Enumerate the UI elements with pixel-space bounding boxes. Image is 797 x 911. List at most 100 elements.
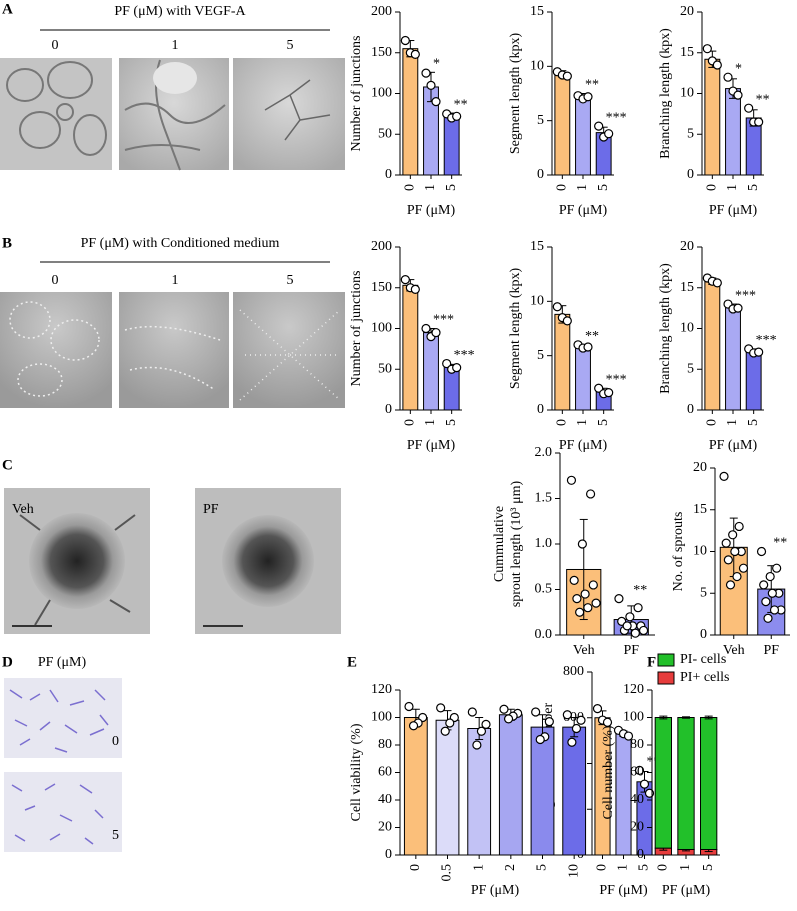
y-axis-label: Cummulative	[492, 506, 507, 582]
x-tick-label: 1	[725, 184, 740, 191]
y-axis-label: Cell number (%)	[601, 725, 616, 819]
significance: *	[735, 61, 742, 76]
y-tick-label: 10	[530, 59, 544, 74]
significance: ***	[756, 333, 777, 348]
significance: ***	[433, 313, 454, 328]
y-tick-label: 0	[385, 847, 392, 862]
image-label: 5	[287, 38, 294, 53]
data-point	[400, 35, 410, 46]
data-point	[756, 546, 767, 557]
y-tick-label: 150	[371, 280, 392, 295]
y-tick-label: 20	[378, 820, 392, 835]
data-point	[719, 471, 729, 481]
data-point	[604, 388, 614, 398]
panel-label: C	[2, 457, 13, 473]
data-point	[639, 779, 650, 789]
x-tick-label: 2	[503, 864, 518, 871]
legend-swatch	[657, 653, 675, 667]
y-tick-label: 5	[537, 348, 544, 363]
data-point	[730, 546, 740, 557]
panel-label: F	[647, 654, 656, 670]
data-point	[721, 538, 731, 548]
bar-segment	[700, 717, 718, 850]
data-point	[452, 111, 462, 121]
y-tick-label: 120	[623, 682, 644, 697]
micrograph	[0, 292, 345, 408]
significance: **	[633, 583, 647, 598]
x-tick-label: 1	[471, 864, 486, 871]
y-tick-label: 0	[637, 847, 644, 862]
x-tick-label: 1	[725, 419, 740, 426]
bar	[435, 719, 460, 856]
y-tick-label: 15	[693, 502, 707, 517]
data-point	[552, 302, 562, 312]
x-tick-label: 0	[656, 864, 671, 871]
data-point	[633, 603, 643, 613]
x-axis-label: PF (μM)	[407, 438, 456, 453]
image-label: 0	[52, 273, 59, 288]
data-point	[431, 327, 441, 338]
y-tick-label: 5	[687, 126, 694, 141]
x-axis-label: PF (μM)	[709, 438, 758, 453]
image-label: 1	[172, 273, 179, 288]
x-tick-label: Veh	[723, 643, 745, 658]
y-tick-label: 0	[537, 167, 544, 182]
data-point	[571, 723, 582, 734]
data-point	[426, 80, 436, 90]
y-tick-label: 1.5	[535, 491, 553, 506]
y-tick-label: 15	[680, 45, 694, 60]
data-point	[408, 721, 419, 731]
image-label: 0	[52, 38, 59, 53]
image-title: PF (μM) with Conditioned medium	[81, 236, 280, 251]
x-axis-label: PF (μM)	[407, 203, 456, 218]
y-tick-label: 0.5	[535, 582, 553, 597]
y-axis-label: Segment length (kpx)	[508, 33, 523, 155]
significance: **	[756, 92, 770, 107]
y-tick-label: 60	[378, 765, 392, 780]
x-tick-label: 1	[678, 864, 693, 871]
y-tick-label: 100	[371, 710, 392, 725]
y-tick-label: 200	[371, 4, 392, 19]
y-tick-label: 15	[530, 239, 544, 254]
significance: ***	[606, 372, 627, 387]
x-axis-label: PF (μM)	[559, 203, 608, 218]
data-point	[503, 714, 514, 724]
y-tick-label: 1.0	[535, 536, 553, 551]
data-point	[531, 707, 541, 717]
x-tick-label: 0	[555, 419, 570, 426]
x-tick-label: 0	[595, 864, 610, 871]
image-label: 0	[112, 734, 119, 749]
y-axis-label: Cell viability (%)	[349, 723, 364, 821]
significance: **	[454, 97, 468, 112]
x-tick-label: 0	[705, 184, 720, 191]
data-point	[622, 621, 632, 631]
data-point	[769, 605, 780, 615]
data-point	[535, 734, 545, 745]
y-tick-label: 60	[630, 765, 644, 780]
bar	[423, 332, 439, 411]
data-point	[614, 593, 624, 604]
data-point	[445, 718, 455, 728]
x-axis-label: PF (μM)	[559, 438, 608, 453]
y-tick-label: 80	[378, 737, 392, 752]
y-tick-label: 40	[378, 792, 392, 807]
y-axis-label: sprout length (10³ μm)	[509, 480, 524, 607]
bar	[403, 717, 428, 856]
data-point	[723, 72, 733, 82]
x-tick-label: 5	[746, 184, 761, 191]
data-point	[733, 90, 743, 100]
y-tick-label: 0	[700, 627, 707, 642]
bar	[725, 306, 741, 411]
image-title: PF (μM)	[38, 655, 87, 670]
y-tick-label: 100	[371, 86, 392, 101]
bar	[498, 714, 523, 856]
data-point	[562, 710, 572, 720]
significance: **	[773, 536, 787, 551]
bar-segment	[654, 717, 672, 849]
significance: **	[585, 329, 599, 344]
y-tick-label: 0	[385, 402, 392, 417]
y-tick-label: 0.0	[535, 627, 553, 642]
y-tick-label: 10	[693, 544, 707, 559]
y-tick-label: 150	[371, 45, 392, 60]
